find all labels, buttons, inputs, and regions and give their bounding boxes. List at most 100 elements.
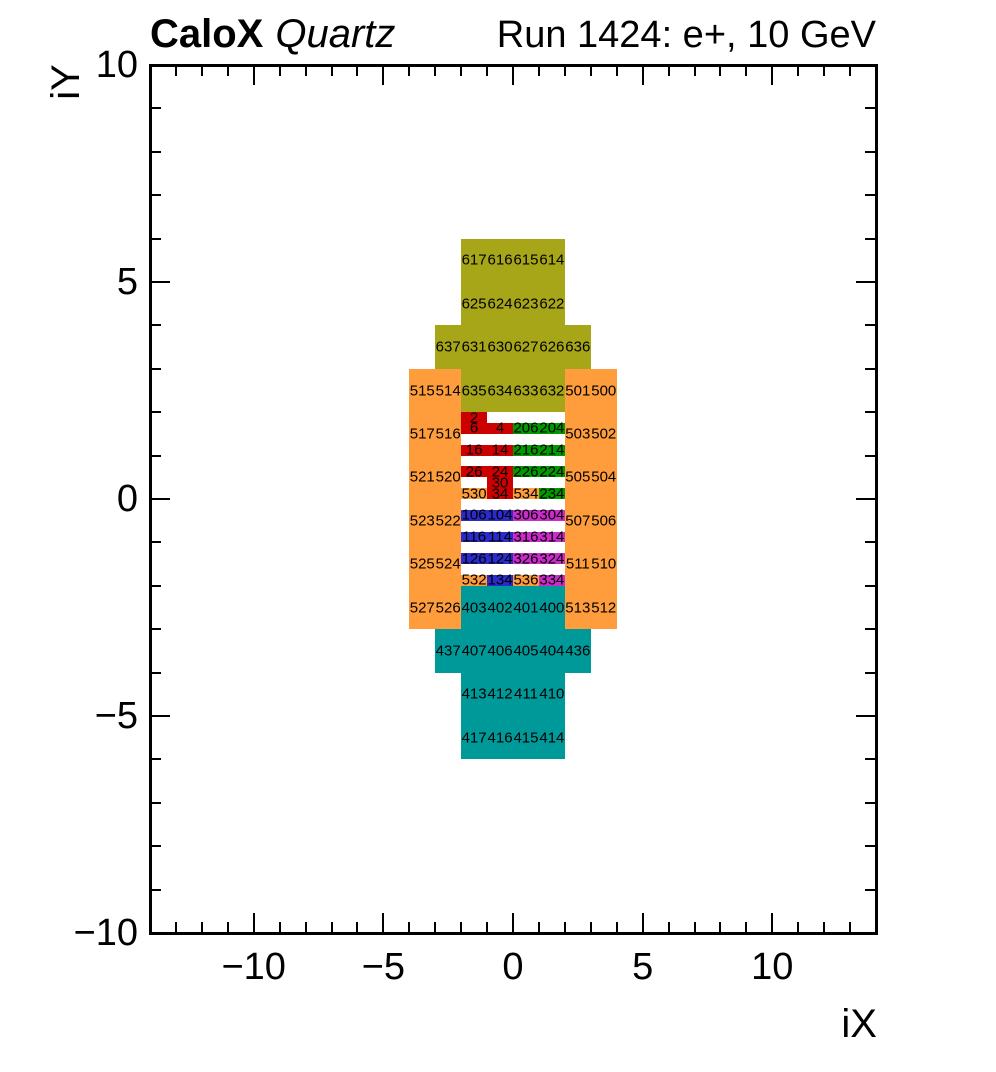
y-axis-label: −5 <box>94 695 138 737</box>
cell-block-green <box>538 488 565 499</box>
cell-block-orange <box>409 368 462 630</box>
x-tick-top <box>434 65 437 76</box>
x-tick-bottom <box>745 922 748 933</box>
cell-block-teal <box>461 672 565 760</box>
channel-label: 636 <box>565 338 591 356</box>
channel-label: 635 <box>461 382 487 399</box>
channel-label: 414 <box>539 729 565 747</box>
x-axis-label: 10 <box>751 946 794 988</box>
channel-label: 114 <box>488 528 512 546</box>
x-tick-top <box>304 65 307 76</box>
run-label: Run 1424: e+, 10 GeV <box>496 14 876 56</box>
channel-label: 404 <box>539 642 565 660</box>
channel-label: 26 <box>465 463 483 481</box>
cell-block-red <box>461 423 513 434</box>
channel-label: 523 <box>409 512 435 530</box>
y-tick-left <box>150 671 161 674</box>
cell-block-green <box>513 466 565 478</box>
y-axis-label: −10 <box>73 912 138 954</box>
y-tick-left <box>150 628 161 631</box>
channel-label: 632 <box>539 382 565 399</box>
detector-name: Quartz <box>275 12 396 56</box>
x-tick-top <box>667 65 670 76</box>
channel-label: 515 <box>409 382 435 399</box>
channel-label: 616 <box>487 251 513 269</box>
y-tick-right <box>865 541 876 544</box>
x-tick-bottom <box>382 913 385 933</box>
channel-label: 633 <box>513 382 539 399</box>
channel-label: 436 <box>565 642 591 660</box>
channel-label: 504 <box>591 468 617 486</box>
channel-label: 234 <box>539 485 565 503</box>
channel-label: 627 <box>513 338 539 356</box>
y-tick-left <box>150 324 161 327</box>
x-tick-bottom <box>615 922 618 933</box>
x-tick-bottom <box>356 922 359 933</box>
channel-label: 413 <box>461 685 487 703</box>
channel-label: 417 <box>461 729 487 747</box>
y-tick-right <box>856 498 876 500</box>
cell-block-red <box>461 444 513 456</box>
x-tick-bottom <box>589 922 592 933</box>
channel-label: 2 <box>469 409 479 427</box>
x-tick-top <box>615 65 618 76</box>
channel-label: 624 <box>487 295 513 313</box>
y-axis-label: 10 <box>95 44 138 86</box>
y-tick-left <box>150 454 161 457</box>
channel-label: 505 <box>565 468 591 486</box>
x-tick-bottom <box>771 913 774 933</box>
x-tick-bottom <box>849 922 852 933</box>
channel-label: 516 <box>435 425 461 443</box>
x-tick-top <box>486 65 489 76</box>
y-tick-right <box>856 715 876 717</box>
channel-label: 437 <box>435 642 461 660</box>
x-axis-title: iX <box>841 1002 877 1046</box>
y-tick-right <box>865 584 876 587</box>
x-tick-top <box>771 65 774 85</box>
x-tick-top <box>278 65 281 76</box>
channel-label: 415 <box>513 729 539 747</box>
x-axis-label: −10 <box>221 946 286 988</box>
channel-label: 634 <box>487 382 513 399</box>
channel-label: 30 <box>491 474 509 492</box>
y-tick-left <box>150 758 161 761</box>
y-tick-left <box>150 367 161 370</box>
x-tick-bottom <box>200 922 203 933</box>
x-tick-top <box>408 65 411 76</box>
channel-label: 405 <box>513 642 539 660</box>
y-tick-right <box>865 888 876 891</box>
x-tick-bottom <box>823 922 826 933</box>
x-tick-top <box>745 65 748 76</box>
y-tick-right <box>865 107 876 110</box>
x-tick-bottom <box>797 922 800 933</box>
x-tick-top <box>797 65 800 76</box>
y-tick-right <box>856 281 876 283</box>
y-tick-left <box>150 541 161 544</box>
x-tick-top <box>563 65 566 76</box>
y-tick-right <box>865 237 876 240</box>
x-tick-top <box>330 65 333 76</box>
cell-block-magenta <box>513 553 565 565</box>
x-tick-top <box>693 65 696 76</box>
y-tick-right <box>865 150 876 153</box>
channel-label: 314 <box>539 528 565 546</box>
channel-label: 517 <box>409 425 435 443</box>
y-tick-right <box>865 411 876 414</box>
channel-label: 407 <box>461 642 487 660</box>
x-tick-bottom <box>693 922 696 933</box>
cell-block-magenta <box>538 574 565 586</box>
channel-label: 214 <box>539 441 565 459</box>
y-tick-right <box>865 845 876 848</box>
channel-label: 402 <box>487 599 513 616</box>
channel-label: 304 <box>539 506 565 524</box>
y-tick-left <box>150 150 161 153</box>
channel-label: 6 <box>469 419 479 437</box>
channel-label: 524 <box>435 555 461 573</box>
y-axis-label: 0 <box>116 478 138 520</box>
cell-block-orange <box>564 368 617 630</box>
y-tick-left <box>150 194 161 197</box>
channel-label: 626 <box>539 338 565 356</box>
x-axis-label: −5 <box>361 946 406 988</box>
channel-label: 615 <box>513 251 539 269</box>
cell-block-orange <box>513 574 539 586</box>
